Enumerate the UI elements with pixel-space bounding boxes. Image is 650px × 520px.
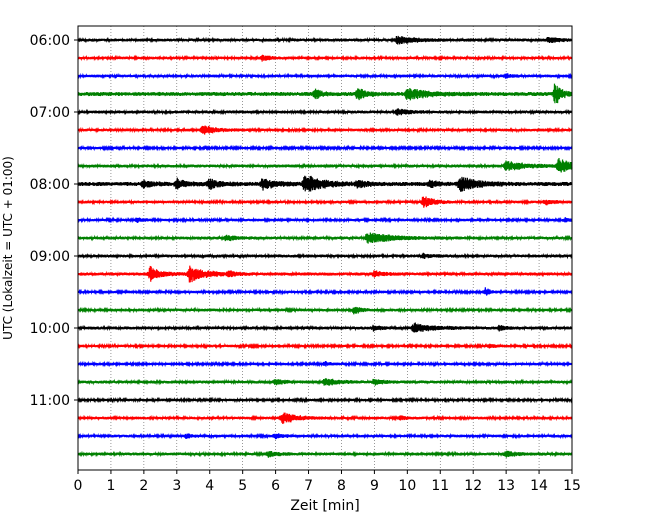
seismic-traces xyxy=(77,35,573,458)
x-axis-label: Zeit [min] xyxy=(290,498,359,514)
trace-0800 xyxy=(77,175,573,192)
trace-0745 xyxy=(77,157,573,173)
trace-0700 xyxy=(77,108,573,116)
trace-0945 xyxy=(77,306,573,315)
trace-1030 xyxy=(77,360,573,368)
trace-0645 xyxy=(77,83,573,104)
trace-1000 xyxy=(77,322,573,333)
trace-0730 xyxy=(77,144,573,152)
y-axis-ticks: 06:00 07:00 08:00 09:00 10:00 11:00 xyxy=(30,33,78,409)
trace-1015 xyxy=(77,342,573,350)
x-tick-label: 0 xyxy=(74,478,83,494)
x-tick-label: 2 xyxy=(139,478,148,494)
y-tick-label: 11:00 xyxy=(30,393,70,409)
x-tick-label: 15 xyxy=(563,478,581,494)
trace-1145 xyxy=(77,450,573,458)
trace-0815 xyxy=(77,196,573,208)
plot-frame xyxy=(77,25,573,471)
x-tick-label: 6 xyxy=(271,478,280,494)
x-tick-label: 10 xyxy=(398,478,416,494)
y-tick-label: 10:00 xyxy=(30,321,70,337)
trace-0915 xyxy=(77,265,573,283)
trace-0830 xyxy=(77,216,573,224)
y-axis-label: UTC (Lokalzeit = UTC + 01:00) xyxy=(1,156,15,340)
trace-0600 xyxy=(77,35,573,45)
trace-0715 xyxy=(77,125,573,135)
y-tick-label: 07:00 xyxy=(30,105,70,121)
trace-1100 xyxy=(77,396,573,404)
trace-0615 xyxy=(77,54,573,62)
x-tick-label: 13 xyxy=(497,478,515,494)
trace-0630 xyxy=(77,72,573,80)
y-tick-label: 08:00 xyxy=(30,177,70,193)
x-tick-label: 1 xyxy=(106,478,115,494)
trace-1115 xyxy=(77,412,573,425)
y-tick-label: 06:00 xyxy=(30,33,70,49)
trace-1045 xyxy=(77,378,573,386)
x-tick-label: 4 xyxy=(205,478,214,494)
trace-1130 xyxy=(77,432,573,440)
x-tick-label: 7 xyxy=(304,478,313,494)
trace-0845 xyxy=(77,232,573,244)
x-tick-label: 5 xyxy=(238,478,247,494)
x-axis-ticks: 0 1 2 3 4 5 6 7 8 9 10 11 12 13 14 15 xyxy=(74,470,581,494)
y-tick-label: 09:00 xyxy=(30,249,70,265)
minute-grid xyxy=(110,26,540,470)
x-tick-label: 14 xyxy=(530,478,548,494)
x-tick-label: 3 xyxy=(172,478,181,494)
x-tick-label: 11 xyxy=(431,478,449,494)
x-tick-label: 12 xyxy=(464,478,482,494)
trace-0900 xyxy=(77,252,573,260)
x-tick-label: 8 xyxy=(337,478,346,494)
x-tick-label: 9 xyxy=(370,478,379,494)
trace-0930 xyxy=(77,287,573,296)
